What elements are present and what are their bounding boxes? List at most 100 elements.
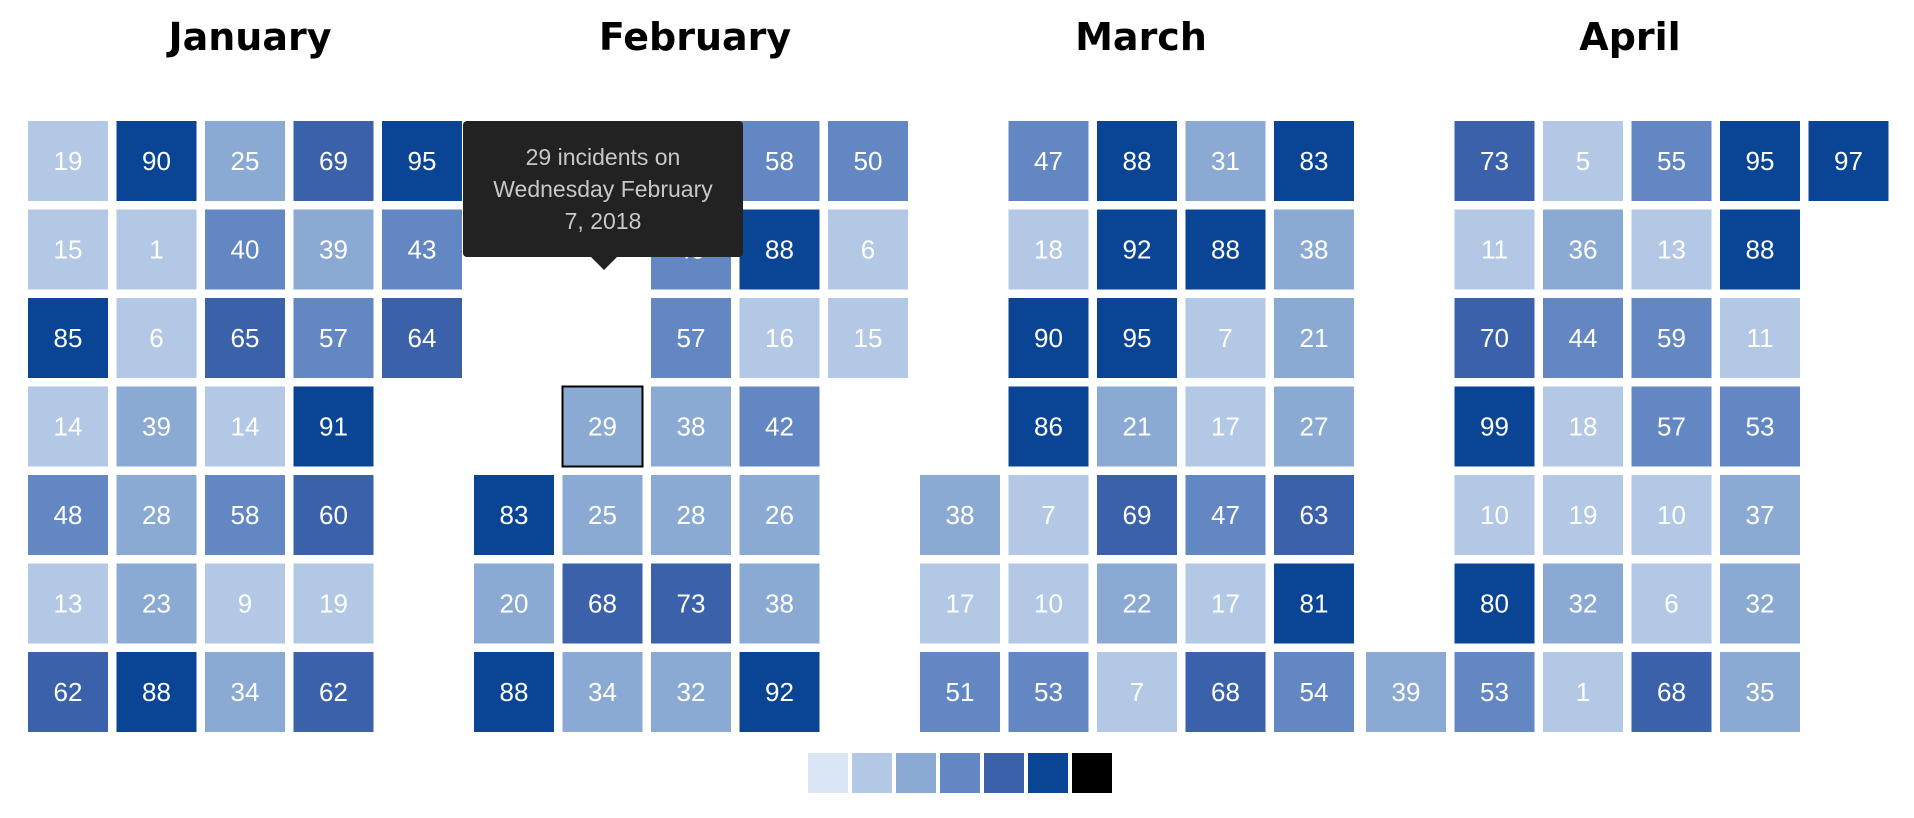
day-cell[interactable]: [1008, 209, 1089, 290]
day-cell[interactable]: [116, 298, 197, 378]
day-cell[interactable]: [1185, 652, 1266, 732]
day-cell[interactable]: [1274, 563, 1354, 644]
day-cell[interactable]: [1274, 209, 1354, 290]
day-cell[interactable]: [293, 386, 374, 467]
day-cell[interactable]: [1454, 298, 1535, 378]
day-cell[interactable]: [828, 298, 908, 378]
day-cell[interactable]: [1008, 386, 1089, 467]
day-cell[interactable]: [1185, 563, 1266, 644]
day-cell[interactable]: [1720, 209, 1800, 290]
day-cell[interactable]: [1008, 121, 1089, 201]
day-cell[interactable]: [116, 475, 197, 555]
day-cell[interactable]: [1097, 475, 1177, 555]
day-cell[interactable]: [205, 121, 285, 201]
day-cell[interactable]: [920, 475, 1000, 555]
day-cell[interactable]: [116, 386, 197, 467]
day-cell[interactable]: [1097, 386, 1177, 467]
day-cell[interactable]: [293, 121, 374, 201]
day-cell[interactable]: [1008, 298, 1089, 378]
day-cell[interactable]: [1543, 563, 1623, 644]
day-cell[interactable]: [205, 652, 285, 732]
day-cell[interactable]: [1454, 475, 1535, 555]
day-cell[interactable]: [739, 563, 820, 644]
day-cell[interactable]: [562, 563, 643, 644]
day-cell[interactable]: [1097, 298, 1177, 378]
day-cell[interactable]: [205, 475, 285, 555]
day-cell[interactable]: [651, 475, 731, 555]
day-cell[interactable]: [828, 121, 908, 201]
day-cell[interactable]: [1274, 475, 1354, 555]
day-cell[interactable]: [739, 121, 820, 201]
day-cell[interactable]: [739, 298, 820, 378]
day-cell[interactable]: [293, 475, 374, 555]
day-cell[interactable]: [28, 121, 108, 201]
day-cell[interactable]: [1008, 475, 1089, 555]
day-cell[interactable]: [1454, 121, 1535, 201]
day-cell[interactable]: [1543, 209, 1623, 290]
day-cell[interactable]: [382, 298, 462, 378]
day-cell[interactable]: [651, 563, 731, 644]
day-cell[interactable]: [293, 563, 374, 644]
day-cell[interactable]: [739, 475, 820, 555]
day-cell[interactable]: [1185, 298, 1266, 378]
day-cell[interactable]: [1274, 386, 1354, 467]
day-cell[interactable]: [28, 563, 108, 644]
day-cell[interactable]: [1454, 563, 1535, 644]
day-cell[interactable]: [382, 209, 462, 290]
day-cell[interactable]: [920, 563, 1000, 644]
day-cell[interactable]: [1097, 652, 1177, 732]
day-cell[interactable]: [1720, 386, 1800, 467]
day-cell[interactable]: [1543, 475, 1623, 555]
day-cell[interactable]: [1097, 121, 1177, 201]
day-cell[interactable]: [562, 475, 643, 555]
day-cell[interactable]: [1631, 298, 1712, 378]
day-cell[interactable]: [651, 298, 731, 378]
day-cell[interactable]: [1720, 563, 1800, 644]
day-cell[interactable]: [116, 121, 197, 201]
day-cell[interactable]: [205, 209, 285, 290]
day-cell[interactable]: [1097, 563, 1177, 644]
day-cell[interactable]: [1720, 652, 1800, 732]
day-cell[interactable]: [28, 652, 108, 732]
day-cell[interactable]: [1631, 386, 1712, 467]
day-cell[interactable]: [1454, 209, 1535, 290]
day-cell[interactable]: [1454, 386, 1535, 467]
day-cell[interactable]: [651, 652, 731, 732]
day-cell[interactable]: [1185, 121, 1266, 201]
day-cell[interactable]: [651, 386, 731, 467]
day-cell-hovered[interactable]: [561, 385, 644, 468]
day-cell[interactable]: [1185, 475, 1266, 555]
day-cell[interactable]: [474, 652, 554, 732]
day-cell[interactable]: [1008, 563, 1089, 644]
day-cell[interactable]: [1274, 298, 1354, 378]
day-cell[interactable]: [1631, 209, 1712, 290]
day-cell[interactable]: [205, 563, 285, 644]
day-cell[interactable]: [116, 563, 197, 644]
day-cell[interactable]: [293, 298, 374, 378]
day-cell[interactable]: [28, 475, 108, 555]
day-cell[interactable]: [1454, 652, 1535, 732]
day-cell[interactable]: [293, 652, 374, 732]
day-cell[interactable]: [739, 386, 820, 467]
day-cell[interactable]: [1543, 386, 1623, 467]
day-cell[interactable]: [28, 386, 108, 467]
day-cell[interactable]: [1185, 386, 1266, 467]
day-cell[interactable]: [28, 298, 108, 378]
day-cell[interactable]: [116, 209, 197, 290]
day-cell[interactable]: [1543, 652, 1623, 732]
day-cell[interactable]: [1543, 121, 1623, 201]
day-cell[interactable]: [1097, 209, 1177, 290]
day-cell[interactable]: [1720, 121, 1800, 201]
day-cell[interactable]: [1631, 121, 1712, 201]
day-cell[interactable]: [739, 652, 820, 732]
day-cell[interactable]: [1008, 652, 1089, 732]
day-cell[interactable]: [116, 652, 197, 732]
day-cell[interactable]: [1543, 298, 1623, 378]
day-cell[interactable]: [828, 209, 908, 290]
day-cell[interactable]: [1720, 475, 1800, 555]
day-cell[interactable]: [1631, 563, 1712, 644]
day-cell[interactable]: [1808, 121, 1889, 201]
day-cell[interactable]: [1274, 652, 1354, 732]
day-cell[interactable]: [474, 563, 554, 644]
day-cell[interactable]: [474, 475, 554, 555]
